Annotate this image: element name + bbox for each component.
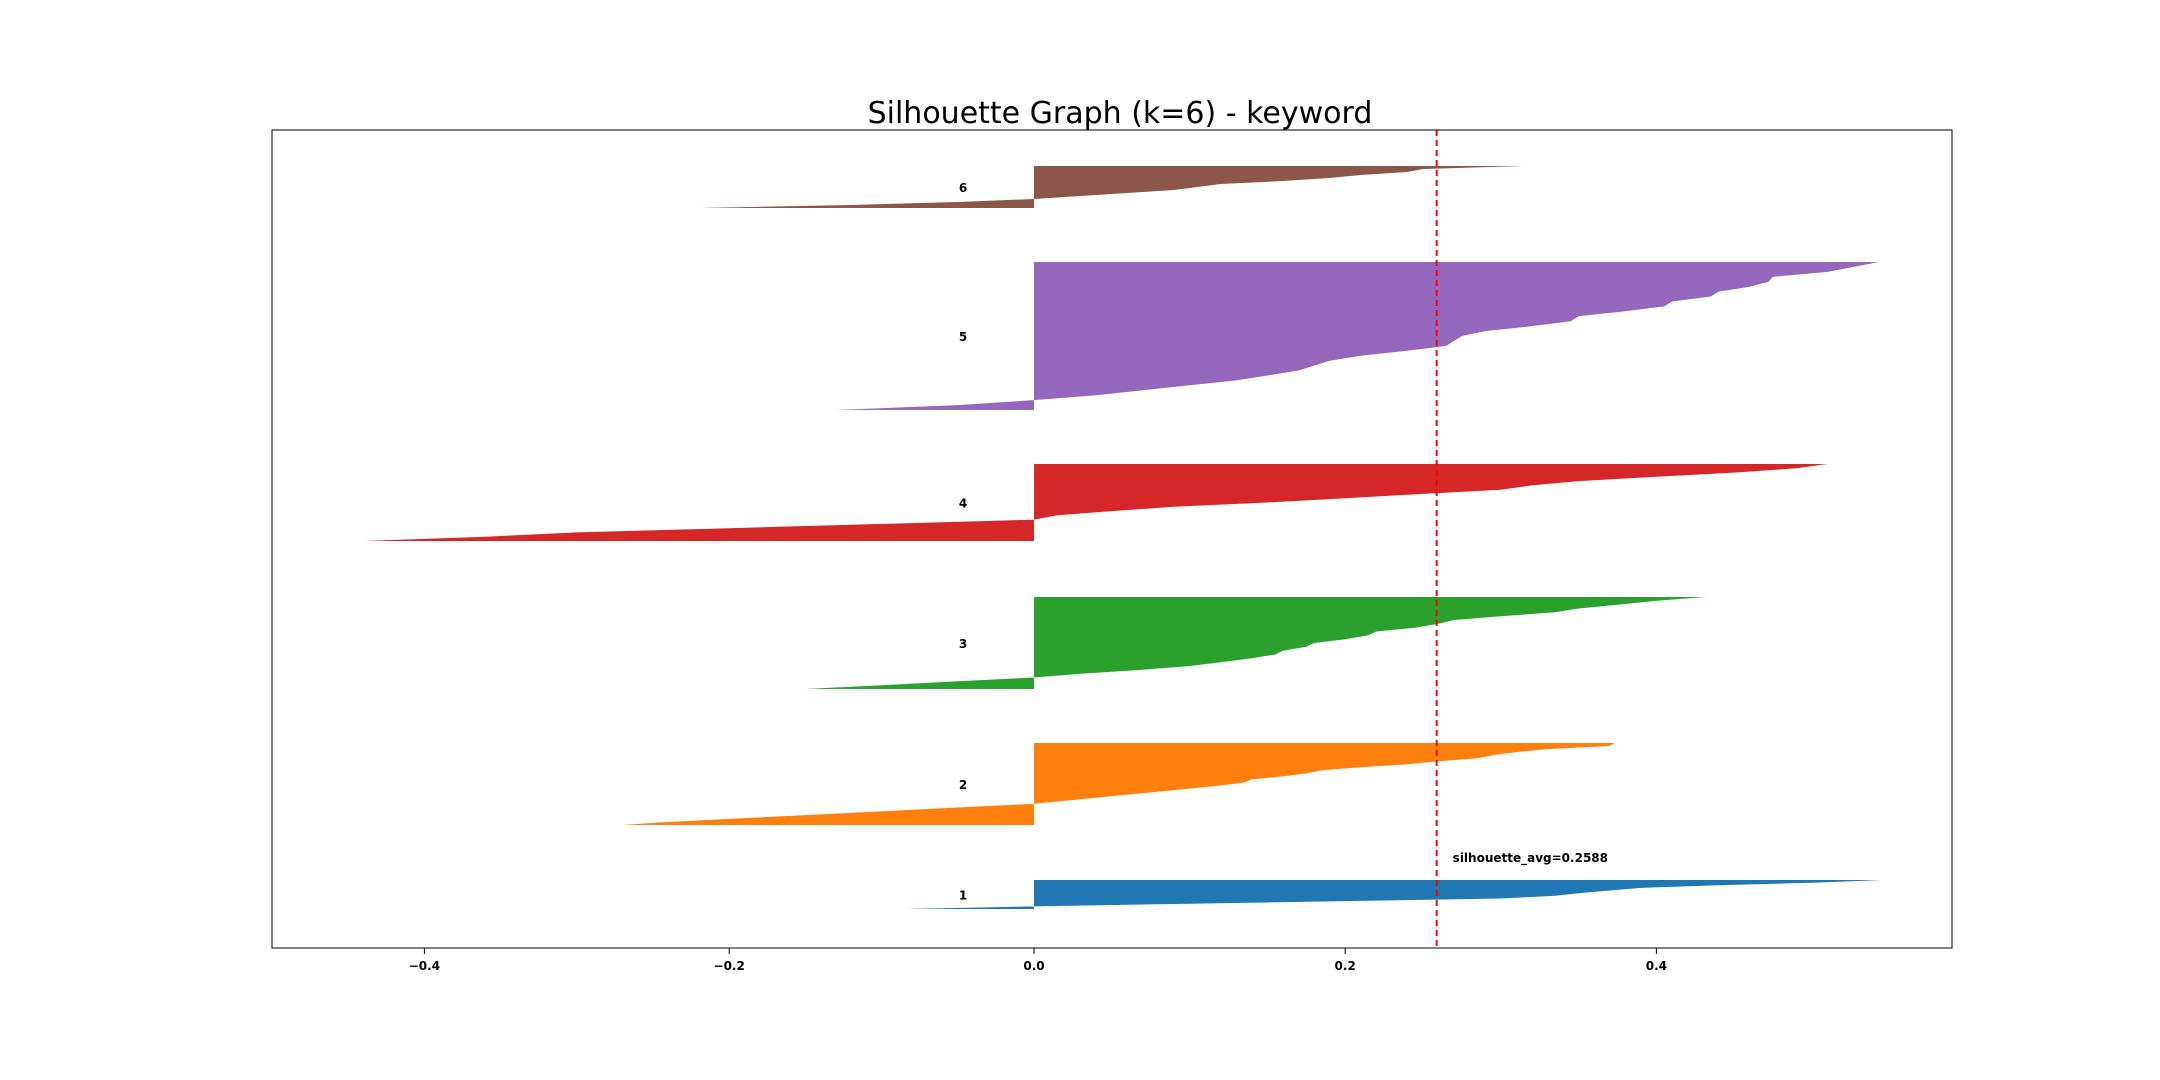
plot-frame <box>271 129 1953 949</box>
cluster-3-area <box>805 597 1707 689</box>
x-tick-label: 0.4 <box>1646 959 1667 973</box>
x-tick-label: 0.0 <box>1023 959 1044 973</box>
cluster-6-label: 6 <box>959 181 967 195</box>
cluster-5-label: 5 <box>959 330 967 344</box>
cluster-6-area <box>698 166 1526 208</box>
chart-title: Silhouette Graph (k=6) - keyword <box>867 96 1373 131</box>
cluster-2-label: 2 <box>959 778 967 792</box>
cluster-1-area <box>904 880 1882 909</box>
x-tick-label: 0.2 <box>1335 959 1356 973</box>
x-tick-label: −0.2 <box>714 959 745 973</box>
cluster-4-label: 4 <box>959 497 967 511</box>
cluster-1-label: 1 <box>959 889 967 903</box>
cluster-5-area <box>835 262 1879 410</box>
cluster-4-area <box>363 464 1828 541</box>
average-line-layer: silhouette_avg=0.2588 <box>1435 130 1608 948</box>
x-tick-label: −0.4 <box>409 959 440 973</box>
silhouette-avg-label: silhouette_avg=0.2588 <box>1453 851 1608 866</box>
cluster-2-area <box>622 743 1615 825</box>
cluster-areas: 1 2 3 4 5 6 <box>363 166 1882 909</box>
cluster-3-label: 3 <box>959 637 967 651</box>
axes: −0.4 −0.2 0.0 0.2 0.4 <box>271 129 1953 973</box>
